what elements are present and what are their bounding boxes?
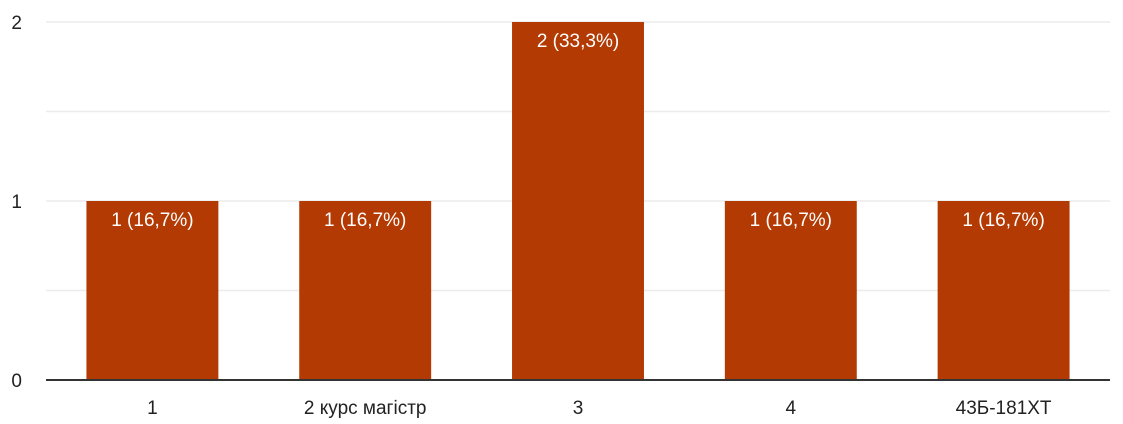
bar	[512, 22, 644, 380]
bars: 1 (16,7%) 1 (16,7%) 2 (33,3%) 1 (16,7%) 1 (1…	[86, 22, 1070, 380]
bar	[299, 201, 432, 380]
bar	[937, 201, 1070, 380]
x-tick-label: 1	[147, 398, 158, 419]
bar-data-label: 1 (16,7%)	[324, 210, 406, 231]
bar	[724, 201, 857, 380]
x-tick-label: 2 курс магістр	[304, 398, 427, 419]
y-tick-label: 0	[11, 371, 22, 392]
x-axis-labels: 1 2 курс магістр 3 4 43Б-181ХТ	[147, 398, 1052, 419]
bar-data-label: 1 (16,7%)	[111, 210, 193, 231]
x-tick-label: 4	[786, 398, 797, 419]
y-tick-label: 2	[11, 13, 22, 34]
y-axis-ticks: 0 1 2	[11, 13, 22, 392]
y-tick-label: 1	[11, 192, 22, 213]
bar	[86, 201, 219, 380]
bar-data-label: 1 (16,7%)	[962, 210, 1044, 231]
bar-data-label: 2 (33,3%)	[537, 31, 619, 52]
x-tick-label: 3	[573, 398, 584, 419]
bar-data-label: 1 (16,7%)	[750, 210, 832, 231]
x-tick-label: 43Б-181ХТ	[956, 398, 1052, 419]
